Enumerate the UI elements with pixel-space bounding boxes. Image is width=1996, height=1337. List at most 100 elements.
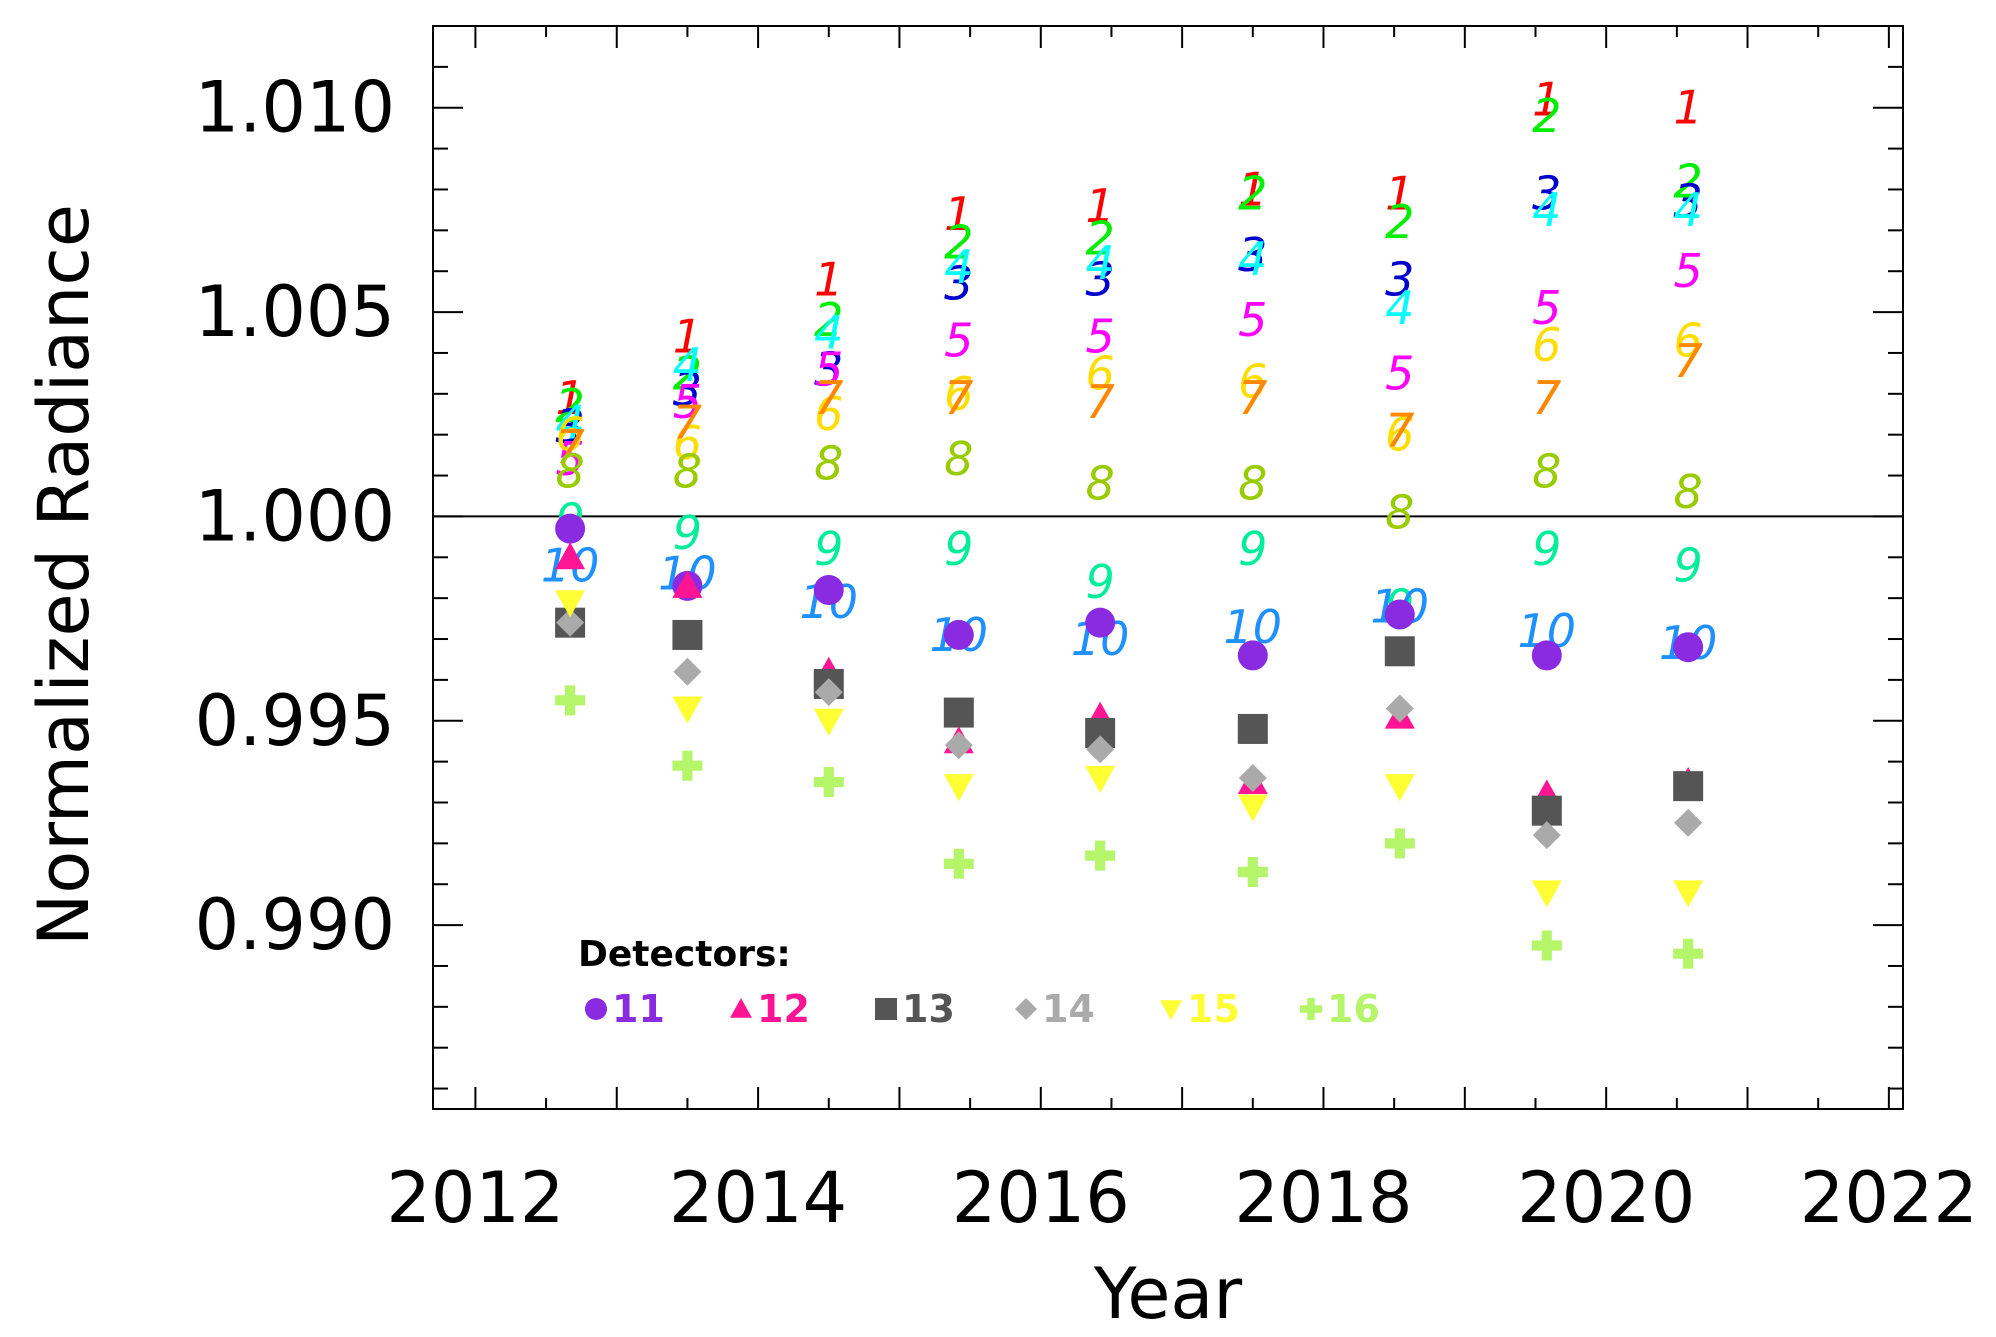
legend-label-14: 14 xyxy=(1042,987,1095,1031)
digit-marker-2: 2 xyxy=(1086,212,1115,266)
digit-marker-3: 3 xyxy=(1086,252,1115,306)
digit-marker-6: 6 xyxy=(555,408,584,462)
digit-marker-8: 8 xyxy=(1385,485,1414,539)
legend-marker-12 xyxy=(730,998,752,1018)
data-point-16 xyxy=(943,848,974,879)
data-point-13 xyxy=(1531,795,1562,826)
data-point-14 xyxy=(1086,735,1115,764)
y-tick-label: 1.005 xyxy=(195,271,395,353)
data-point-14 xyxy=(1674,808,1703,837)
digit-marker-1: 1 xyxy=(673,310,702,364)
data-point-16 xyxy=(1673,938,1704,969)
legend-label-11: 11 xyxy=(612,987,665,1031)
digit-marker-3: 3 xyxy=(555,400,584,454)
digit-marker-8: 8 xyxy=(673,444,702,498)
digit-marker-4: 4 xyxy=(944,240,973,294)
digit-marker-3: 3 xyxy=(673,363,702,417)
digit-marker-1: 1 xyxy=(1532,73,1561,127)
digit-marker-6: 6 xyxy=(1532,318,1561,372)
data-point-14 xyxy=(673,657,702,686)
digit-marker-2: 2 xyxy=(944,216,973,270)
data-point-13 xyxy=(672,619,703,650)
digit-marker-2: 2 xyxy=(673,346,702,400)
digit-marker-7: 7 xyxy=(1086,375,1115,429)
digit-marker-6: 6 xyxy=(1674,314,1703,368)
digit-marker-9: 9 xyxy=(1532,522,1561,576)
digit-marker-7: 7 xyxy=(673,395,702,449)
digit-marker-5: 5 xyxy=(1238,293,1267,347)
data-point-16 xyxy=(1085,840,1116,871)
digit-marker-4: 4 xyxy=(1238,232,1267,286)
digit-marker-8: 8 xyxy=(944,432,973,486)
data-point-15 xyxy=(943,774,974,802)
digit-marker-2: 2 xyxy=(1674,154,1703,208)
x-tick-label: 2014 xyxy=(669,1157,847,1239)
data-point-13 xyxy=(1384,636,1415,667)
digit-marker-1: 1 xyxy=(555,371,584,425)
y-tick-label: 1.010 xyxy=(195,67,395,149)
digit-marker-7: 7 xyxy=(814,371,843,425)
data-point-12 xyxy=(672,570,703,598)
digit-marker-7: 7 xyxy=(1674,334,1703,388)
digit-marker-5: 5 xyxy=(814,342,843,396)
digit-marker-4: 4 xyxy=(1532,183,1561,237)
digit-marker-5: 5 xyxy=(944,314,973,368)
data-point-16 xyxy=(1237,856,1268,887)
digit-marker-7: 7 xyxy=(1532,371,1561,425)
data-point-15 xyxy=(555,590,586,618)
digit-marker-1: 1 xyxy=(1674,81,1703,135)
digit-marker-6: 6 xyxy=(1086,346,1115,400)
digit-marker-4: 4 xyxy=(555,395,584,449)
legend-marker-15 xyxy=(1160,1000,1182,1020)
digit-marker-5: 5 xyxy=(1674,244,1703,298)
plot-frame xyxy=(432,25,1904,1110)
digit-marker-6: 6 xyxy=(1238,355,1267,409)
data-point-16 xyxy=(555,685,586,716)
data-point-14 xyxy=(1532,821,1561,850)
data-point-16 xyxy=(672,750,703,781)
digit-marker-6: 6 xyxy=(673,416,702,470)
digit-marker-6: 6 xyxy=(944,367,973,421)
digit-marker-3: 3 xyxy=(1385,252,1414,306)
data-point-16 xyxy=(1531,930,1562,961)
legend-title: Detectors: xyxy=(578,934,791,975)
x-tick-label: 2016 xyxy=(952,1157,1130,1239)
data-point-12 xyxy=(555,542,586,570)
digit-marker-2: 2 xyxy=(1532,89,1561,143)
data-point-11 xyxy=(1673,632,1704,663)
digit-marker-9: 9 xyxy=(1238,522,1267,576)
digit-marker-7: 7 xyxy=(1385,404,1414,458)
digit-marker-1: 1 xyxy=(944,187,973,241)
legend-label-13: 13 xyxy=(902,987,955,1031)
digit-marker-3: 3 xyxy=(1238,228,1267,282)
data-point-11 xyxy=(1237,640,1268,671)
digit-marker-1: 1 xyxy=(814,252,843,306)
axis-ticks: 2012 2014 2016 2018 2020 2022 0.990 0.995 1.000 1… xyxy=(195,25,1978,1239)
digit-marker-4: 4 xyxy=(1385,281,1414,335)
digit-marker-2: 2 xyxy=(555,379,584,433)
digit-marker-8: 8 xyxy=(1086,457,1115,511)
data-point-11 xyxy=(1531,640,1562,671)
digit-marker-2: 2 xyxy=(814,293,843,347)
symbol-markers xyxy=(555,513,1704,969)
data-point-15 xyxy=(813,708,844,736)
legend-marker-11 xyxy=(585,998,607,1020)
data-point-13 xyxy=(1673,771,1704,802)
legend-marker-14 xyxy=(1015,998,1037,1020)
digit-marker-3: 3 xyxy=(814,342,843,396)
digit-marker-7: 7 xyxy=(555,420,584,474)
data-point-16 xyxy=(1384,828,1415,859)
digit-marker-4: 4 xyxy=(814,306,843,360)
digit-marker-4: 4 xyxy=(1674,183,1703,237)
legend-label-16: 16 xyxy=(1327,987,1380,1031)
digit-marker-1: 1 xyxy=(1086,179,1115,233)
digit-marker-9: 9 xyxy=(814,522,843,576)
digit-marker-9: 9 xyxy=(1674,538,1703,592)
x-tick-label: 2020 xyxy=(1517,1157,1695,1239)
digit-marker-8: 8 xyxy=(555,444,584,498)
y-axis-title: Normalized Radiance xyxy=(23,204,105,946)
digit-marker-2: 2 xyxy=(1385,195,1414,249)
data-point-16 xyxy=(813,767,844,798)
digit-marker-1: 1 xyxy=(1385,167,1414,221)
data-point-15 xyxy=(1531,880,1562,908)
